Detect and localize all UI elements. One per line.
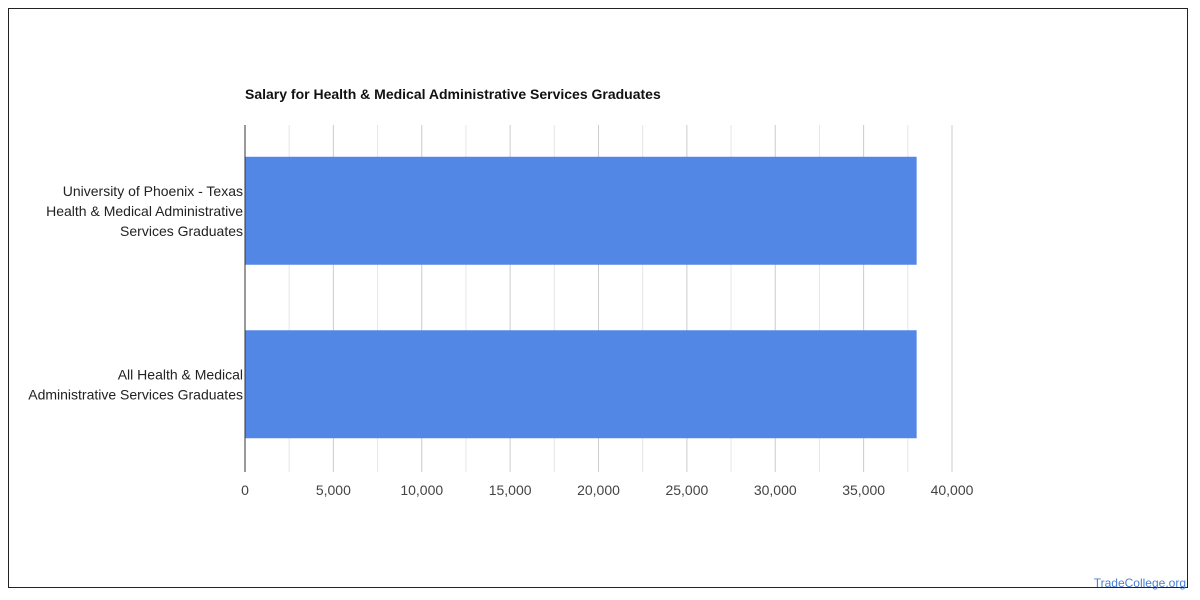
- x-tick-label: 5,000: [316, 482, 351, 498]
- x-tick-label: 0: [241, 482, 249, 498]
- x-tick-label: 30,000: [754, 482, 797, 498]
- category-label: All Health & Medical Administrative Servi…: [28, 366, 243, 402]
- category-label: University of Phoenix - Texas Health & Me…: [46, 183, 243, 239]
- x-tick-label: 40,000: [931, 482, 974, 498]
- x-tick-label: 15,000: [489, 482, 532, 498]
- x-tick-labels: 0 5,000 10,000 15,000 20,000 25,000 30,000 35,0…: [241, 482, 974, 498]
- x-tick-label: 25,000: [665, 482, 708, 498]
- x-tick-label: 10,000: [400, 482, 443, 498]
- category-labels: University of Phoenix - Texas Health & Me…: [28, 183, 243, 403]
- bar: [245, 330, 917, 439]
- x-tick-label: 20,000: [577, 482, 620, 498]
- bar: [245, 156, 917, 265]
- watermark: TradeCollege.org: [1093, 576, 1186, 590]
- chart-title: Salary for Health & Medical Administrati…: [245, 86, 661, 102]
- x-tick-label: 35,000: [842, 482, 885, 498]
- bars: [245, 156, 917, 439]
